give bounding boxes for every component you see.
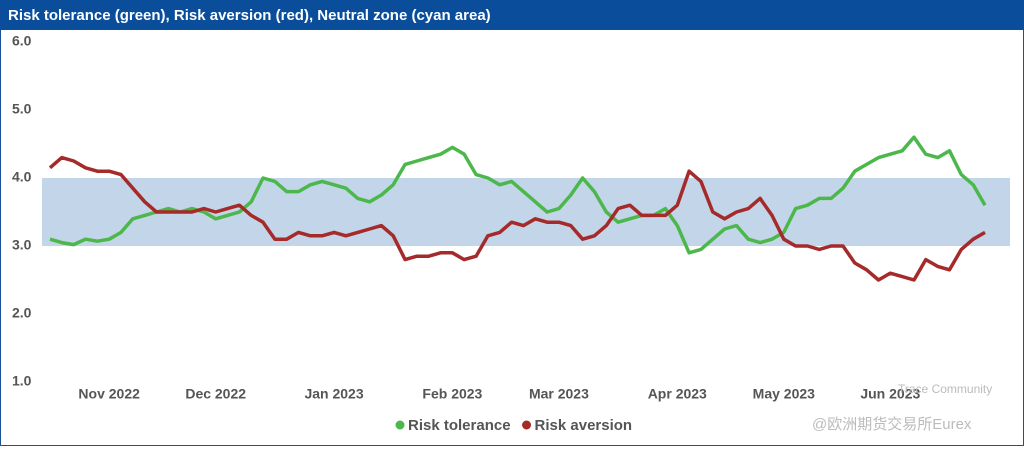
line-series bbox=[49, 135, 987, 255]
x-tick-label: Jun 2023 bbox=[860, 386, 920, 402]
x-tick-label: Feb 2023 bbox=[422, 386, 482, 402]
title-bar bbox=[0, 0, 1024, 30]
legend-label: Risk tolerance bbox=[408, 417, 511, 434]
y-tick-label: 3.0 bbox=[12, 237, 32, 253]
y-tick-label: 2.0 bbox=[12, 305, 32, 321]
x-tick-label: Dec 2022 bbox=[185, 386, 246, 402]
legend-label: Risk aversion bbox=[535, 417, 633, 434]
x-tick-label: Mar 2023 bbox=[529, 386, 589, 402]
watermark: Trace Community bbox=[898, 382, 992, 396]
x-tick-label: Nov 2022 bbox=[78, 386, 140, 402]
line-series bbox=[48, 155, 986, 282]
y-tick-label: 6.0 bbox=[12, 33, 32, 49]
watermark: @欧洲期货交易所Eurex bbox=[812, 415, 972, 433]
chart-title: Risk tolerance (green), Risk aversion (r… bbox=[8, 7, 491, 24]
x-tick-label: Jan 2023 bbox=[304, 386, 363, 402]
legend-marker bbox=[522, 420, 532, 430]
y-tick-label: 4.0 bbox=[12, 169, 32, 185]
legend-marker bbox=[395, 420, 405, 430]
y-tick-label: 5.0 bbox=[12, 101, 32, 117]
x-tick-label: Apr 2023 bbox=[648, 386, 707, 402]
x-tick-label: May 2023 bbox=[753, 386, 815, 402]
y-tick-label: 1.0 bbox=[12, 373, 32, 389]
